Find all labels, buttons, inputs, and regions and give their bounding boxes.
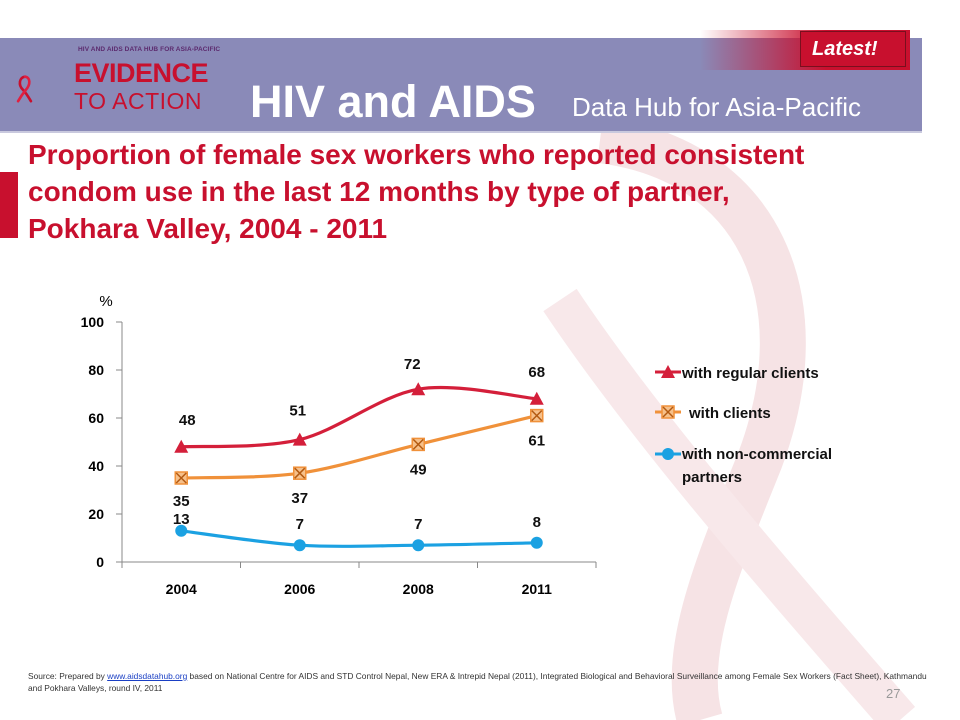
data-label: 7 (296, 516, 304, 533)
data-point (412, 539, 425, 552)
x-tick-label: 2004 (166, 581, 197, 597)
data-point-cross (294, 467, 306, 479)
latest-badge-label: Latest! (812, 38, 878, 60)
title-accent-bar (0, 172, 18, 238)
latest-badge (800, 31, 906, 67)
slide-title-line-2: condom use in the last 12 months by type… (28, 176, 730, 207)
data-label: 8 (533, 514, 541, 531)
source-text: based on National Centre for AIDS and ST… (28, 671, 927, 693)
red-ribbon-logo-icon (16, 75, 33, 103)
data-point-cross (531, 410, 543, 422)
source-prefix: Source: Prepared by (28, 671, 108, 681)
logo-evidence: EVIDENCE (74, 58, 209, 88)
x-tick-label: 2011 (522, 581, 553, 597)
data-label: 7 (414, 516, 422, 533)
data-label: 35 (173, 493, 190, 510)
legend-label-cont: partners (682, 469, 742, 486)
y-tick-label: 40 (88, 458, 104, 474)
legend-label: with regular clients (681, 365, 819, 382)
data-label: 72 (404, 356, 421, 373)
y-tick-label: 20 (88, 506, 104, 522)
legend-marker-cross (662, 406, 674, 418)
y-tick-label: 80 (88, 362, 104, 378)
hub-title: HIV and AIDS (250, 76, 536, 127)
data-point (293, 539, 306, 552)
slide-title: Proportion of female sex workers who rep… (28, 136, 928, 247)
data-point (174, 439, 189, 453)
legend-marker (661, 365, 675, 378)
source-note: Source: Prepared by www.aidsdatahub.org … (28, 670, 933, 694)
data-label: 49 (410, 461, 427, 478)
logo-to-action: TO ACTION (74, 88, 203, 114)
page-number: 27 (886, 686, 901, 701)
y-tick-label: 60 (88, 410, 104, 426)
data-label: 13 (173, 511, 190, 528)
y-tick-label: 0 (96, 554, 104, 570)
series-line-3 (181, 529, 537, 548)
source-link[interactable]: www.aidsdatahub.org (107, 671, 188, 681)
legend-marker (662, 448, 674, 460)
data-label: 37 (291, 490, 308, 507)
legend-label: with non-commercial (681, 446, 832, 463)
y-tick-label: 100 (81, 314, 105, 330)
data-label: 61 (528, 433, 545, 450)
data-point (292, 432, 307, 446)
hub-subtitle: Data Hub for Asia-Pacific (572, 92, 862, 122)
x-tick-label: 2006 (284, 581, 315, 597)
data-point (530, 536, 543, 549)
y-axis-label: % (99, 293, 112, 310)
x-tick-label: 2008 (403, 581, 434, 597)
data-label: 68 (528, 364, 545, 381)
series-line-1 (181, 385, 537, 449)
data-point-cross (412, 438, 424, 450)
data-point (175, 524, 188, 537)
data-label: 51 (289, 403, 306, 420)
data-point (411, 382, 426, 396)
legend-label: with clients (688, 405, 771, 422)
slide-title-line-1: Proportion of female sex workers who rep… (28, 139, 805, 170)
logo-tagline: HIV AND AIDS DATA HUB FOR ASIA-PACIFIC (78, 46, 221, 53)
data-label: 48 (179, 412, 196, 429)
data-point (529, 391, 544, 405)
data-point-cross (175, 472, 187, 484)
series-line-2 (181, 414, 538, 480)
header-divider (0, 131, 922, 133)
slide-title-line-3: Pokhara Valley, 2004 - 2011 (28, 213, 388, 244)
